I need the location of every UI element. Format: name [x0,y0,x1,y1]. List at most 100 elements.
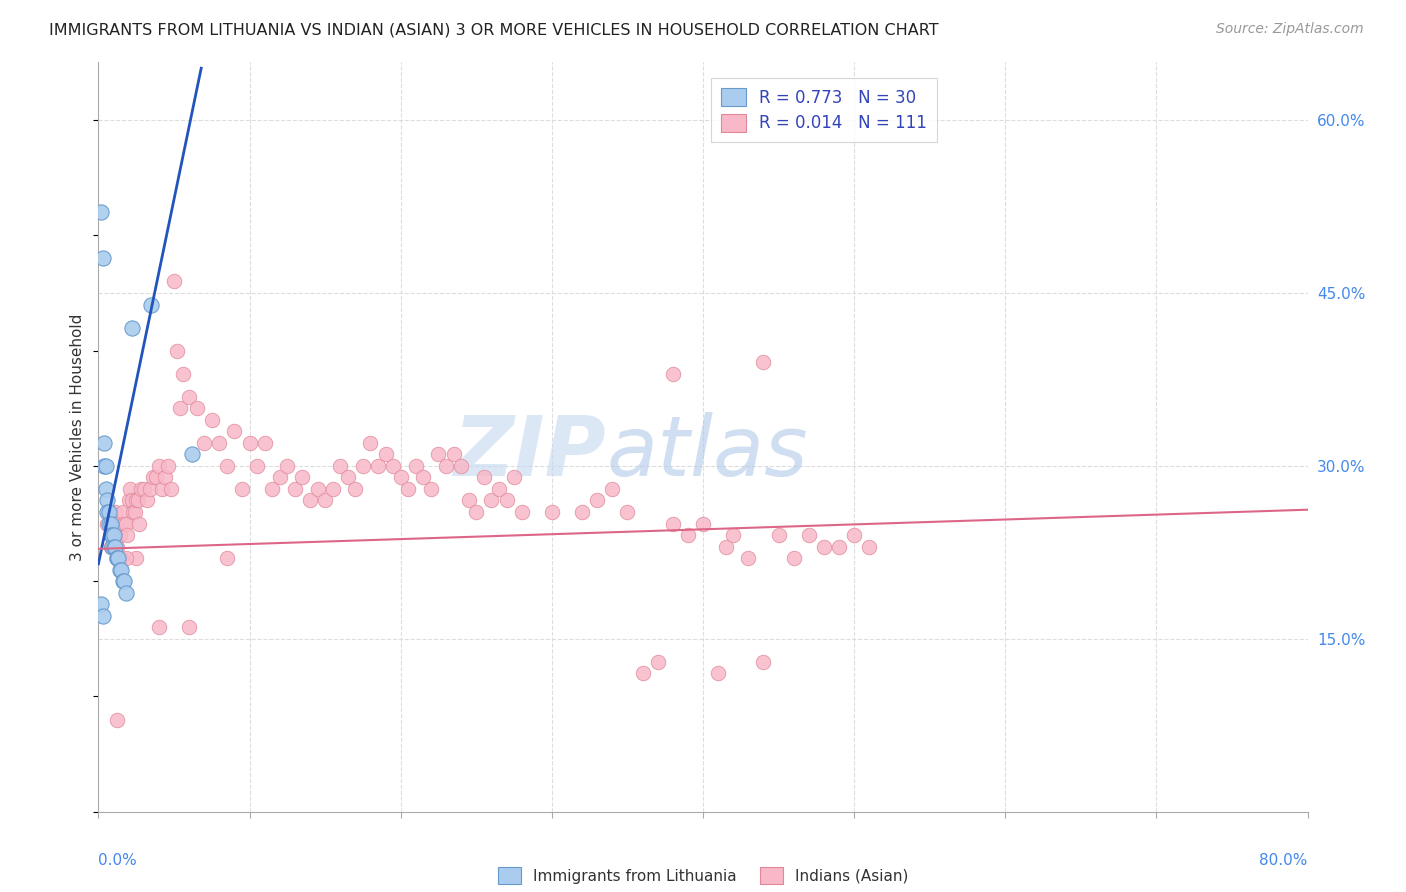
Point [844,528,866,542]
Point [215,458,238,473]
Point [101,528,124,542]
Point [434,458,457,473]
Point [723,528,745,542]
Point [129,482,152,496]
Point [93,458,115,473]
Point [495,493,517,508]
Point [114,551,136,566]
Point [105,551,128,566]
Point [631,666,654,681]
Point [427,447,450,461]
Legend: Immigrants from Lithuania, Indians (Asian): Immigrants from Lithuania, Indians (Asia… [492,862,914,890]
Point [96,493,118,508]
Point [94,482,117,496]
Point [179,390,201,404]
Point [142,470,165,484]
Point [122,505,145,519]
Point [602,482,624,496]
Point [124,505,146,519]
Point [412,470,434,484]
Point [114,585,136,599]
Point [692,516,714,531]
Point [647,655,669,669]
Point [231,482,253,496]
Point [103,540,125,554]
Point [101,528,124,542]
Point [91,608,114,623]
Point [661,516,683,531]
Point [707,666,730,681]
Point [104,540,127,554]
Point [215,551,238,566]
Point [465,505,488,519]
Point [382,458,405,473]
Point [661,367,683,381]
Text: IMMIGRANTS FROM LITHUANIA VS INDIAN (ASIAN) 3 OR MORE VEHICLES IN HOUSEHOLD CORR: IMMIGRANTS FROM LITHUANIA VS INDIAN (ASI… [49,22,939,37]
Point [105,540,128,554]
Point [98,516,121,531]
Point [768,528,790,542]
Point [405,458,427,473]
Point [110,551,132,566]
Point [481,493,503,508]
Point [224,425,246,439]
Point [322,482,344,496]
Point [100,516,122,531]
Point [114,516,136,531]
Point [336,470,359,484]
Point [752,355,775,369]
Point [676,528,699,542]
Point [96,516,118,531]
Point [737,551,759,566]
Point [488,482,510,496]
Point [186,401,208,416]
Point [98,505,121,519]
Text: atlas: atlas [606,411,808,492]
Point [503,470,526,484]
Point [714,540,737,554]
Point [329,458,352,473]
Point [389,470,412,484]
Point [262,482,284,496]
Point [121,320,143,334]
Point [172,367,194,381]
Point [125,551,148,566]
Point [586,493,609,508]
Point [269,470,291,484]
Point [148,620,170,634]
Point [160,482,183,496]
Point [112,574,135,589]
Point [135,493,157,508]
Point [360,435,382,450]
Point [139,482,162,496]
Point [104,505,127,519]
Point [314,493,336,508]
Text: ZIP: ZIP [454,411,606,492]
Point [103,528,125,542]
Point [201,413,224,427]
Point [125,493,148,508]
Point [253,435,276,450]
Point [100,540,122,554]
Point [299,493,322,508]
Point [107,516,129,531]
Point [571,505,593,519]
Point [752,655,775,669]
Point [96,505,118,519]
Point [90,205,112,219]
Point [150,482,173,496]
Point [858,540,880,554]
Point [450,458,472,473]
Point [121,493,143,508]
Point [101,540,124,554]
Point [307,482,329,496]
Point [783,551,806,566]
Point [797,528,820,542]
Point [120,482,142,496]
Point [110,563,132,577]
Point [156,458,179,473]
Point [352,458,374,473]
Point [90,597,112,611]
Point [208,435,231,450]
Point [107,551,129,566]
